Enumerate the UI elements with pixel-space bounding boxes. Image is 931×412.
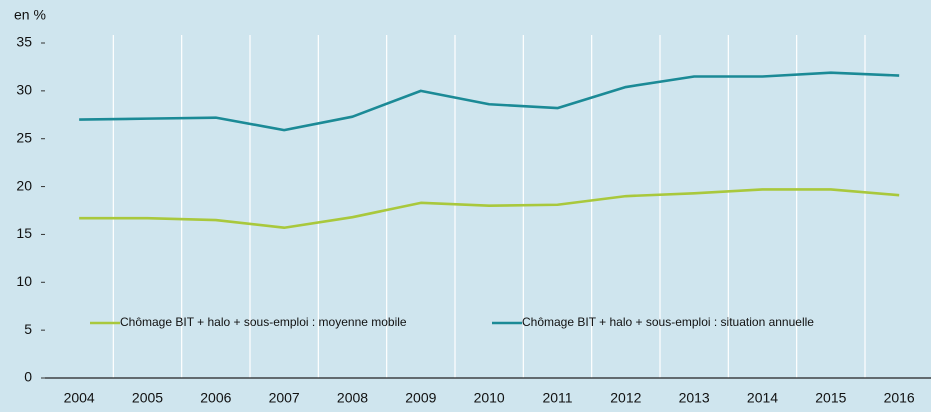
x-tick-label: 2016 [884, 390, 915, 406]
x-tick-label: 2012 [610, 390, 641, 406]
x-tick-label: 2013 [679, 390, 710, 406]
x-tick-label: 2007 [269, 390, 300, 406]
y-tick-label: 0 [24, 369, 32, 385]
x-tick-label: 2004 [64, 390, 95, 406]
y-tick-label: 25 [16, 129, 32, 145]
x-tick-label: 2006 [200, 390, 231, 406]
x-tick-label: 2008 [337, 390, 368, 406]
line [79, 188, 900, 230]
y-tick-label: 30 [16, 82, 32, 98]
x-tick-label: 2010 [474, 390, 505, 406]
y-tick-label: 5 [24, 321, 32, 337]
y-tick-label: 15 [16, 225, 32, 241]
y-axis-label: en % [14, 7, 46, 23]
line [79, 71, 900, 132]
x-tick-label: 2009 [405, 390, 436, 406]
legend-label: Chômage BIT + halo + sous-emploi : moyen… [120, 315, 407, 329]
y-tick-label: 10 [16, 273, 32, 289]
x-tick-label: 2005 [132, 390, 163, 406]
x-tick-label: 2015 [815, 390, 846, 406]
legend-label: Chômage BIT + halo + sous-emploi : situa… [522, 315, 814, 329]
x-tick-label: 2014 [747, 390, 778, 406]
x-tick-label: 2011 [542, 390, 572, 406]
y-tick-label: 20 [16, 177, 32, 193]
y-tick-label: 35 [16, 34, 32, 50]
